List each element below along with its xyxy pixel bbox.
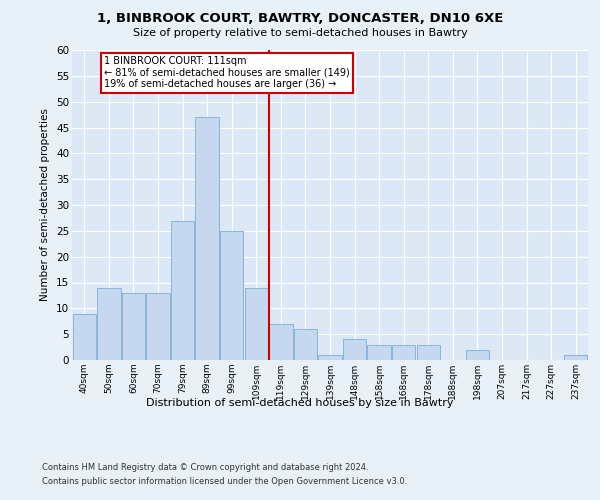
Bar	[466, 350, 489, 360]
Bar	[269, 324, 293, 360]
Bar	[245, 288, 268, 360]
Text: Size of property relative to semi-detached houses in Bawtry: Size of property relative to semi-detach…	[133, 28, 467, 38]
Bar	[367, 344, 391, 360]
Bar	[196, 117, 219, 360]
Bar	[146, 293, 170, 360]
Bar	[294, 329, 317, 360]
Bar	[564, 355, 587, 360]
Text: 1, BINBROOK COURT, BAWTRY, DONCASTER, DN10 6XE: 1, BINBROOK COURT, BAWTRY, DONCASTER, DN…	[97, 12, 503, 26]
Bar	[97, 288, 121, 360]
Text: Contains public sector information licensed under the Open Government Licence v3: Contains public sector information licen…	[42, 478, 407, 486]
Bar	[343, 340, 366, 360]
Bar	[220, 231, 244, 360]
Text: Contains HM Land Registry data © Crown copyright and database right 2024.: Contains HM Land Registry data © Crown c…	[42, 462, 368, 471]
Bar	[73, 314, 96, 360]
Text: 1 BINBROOK COURT: 111sqm
← 81% of semi-detached houses are smaller (149)
19% of : 1 BINBROOK COURT: 111sqm ← 81% of semi-d…	[104, 56, 350, 90]
Bar	[416, 344, 440, 360]
Text: Distribution of semi-detached houses by size in Bawtry: Distribution of semi-detached houses by …	[146, 398, 454, 407]
Bar	[122, 293, 145, 360]
Y-axis label: Number of semi-detached properties: Number of semi-detached properties	[40, 108, 50, 302]
Bar	[171, 220, 194, 360]
Bar	[319, 355, 341, 360]
Bar	[392, 344, 415, 360]
